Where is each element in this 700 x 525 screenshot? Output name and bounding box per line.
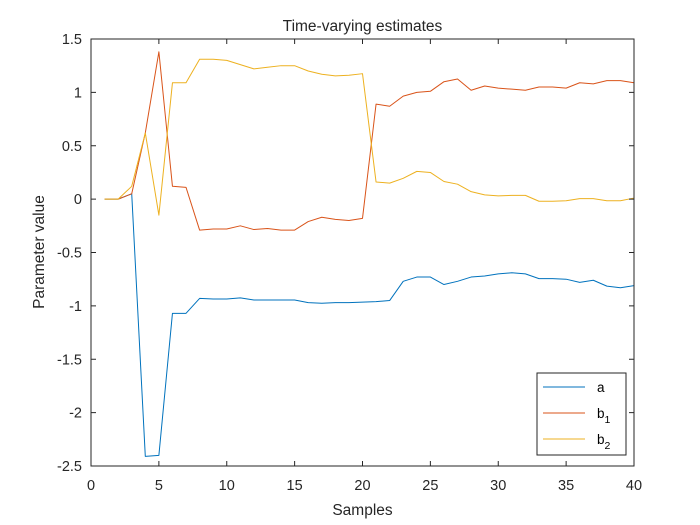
legend-label-subscript: 1 [605, 414, 611, 426]
x-tick-label: 30 [490, 478, 506, 494]
x-axis-ticks: 0 5 10 15 20 25 30 35 40 [87, 39, 642, 494]
x-tick-label: 15 [287, 478, 303, 494]
y-tick-label: -1 [69, 299, 82, 315]
y-axis-label: Parameter value [31, 195, 48, 309]
y-tick-label: 0 [74, 192, 82, 208]
series-line-b2 [104, 58, 635, 216]
y-tick-label: 1.5 [62, 32, 82, 48]
y-tick-label: -2.5 [57, 459, 82, 475]
series-layer [104, 51, 635, 457]
y-tick-label: -0.5 [57, 246, 82, 262]
x-tick-label: 20 [354, 478, 370, 494]
x-tick-label: 5 [155, 478, 163, 494]
y-axis-ticks: 1.5 1 0.5 0 -0.5 -1 -1.5 -2 -2.5 [57, 32, 634, 475]
y-tick-label: 1 [74, 85, 82, 101]
y-tick-label: -2 [69, 406, 82, 422]
x-tick-label: 40 [626, 478, 642, 494]
x-tick-label: 0 [87, 478, 95, 494]
legend-label-subscript: 2 [605, 440, 611, 452]
legend-label-b1: b1 [597, 406, 611, 426]
legend-label-base: b [597, 406, 605, 421]
legend-label-base: b [597, 432, 605, 447]
legend-label-a: a [597, 380, 605, 395]
legend-label-b2: b2 [597, 432, 611, 452]
chart-title: Time-varying estimates [283, 18, 443, 35]
x-axis-label: Samples [332, 502, 393, 519]
series-line-b1 [104, 51, 635, 231]
y-tick-label: 0.5 [62, 139, 82, 155]
x-tick-label: 25 [422, 478, 438, 494]
legend-label-base: a [597, 380, 605, 395]
y-tick-label: -1.5 [57, 352, 82, 368]
legend-box [536, 372, 627, 456]
x-tick-label: 10 [219, 478, 235, 494]
series-line-a [104, 193, 635, 457]
x-tick-label: 35 [558, 478, 574, 494]
